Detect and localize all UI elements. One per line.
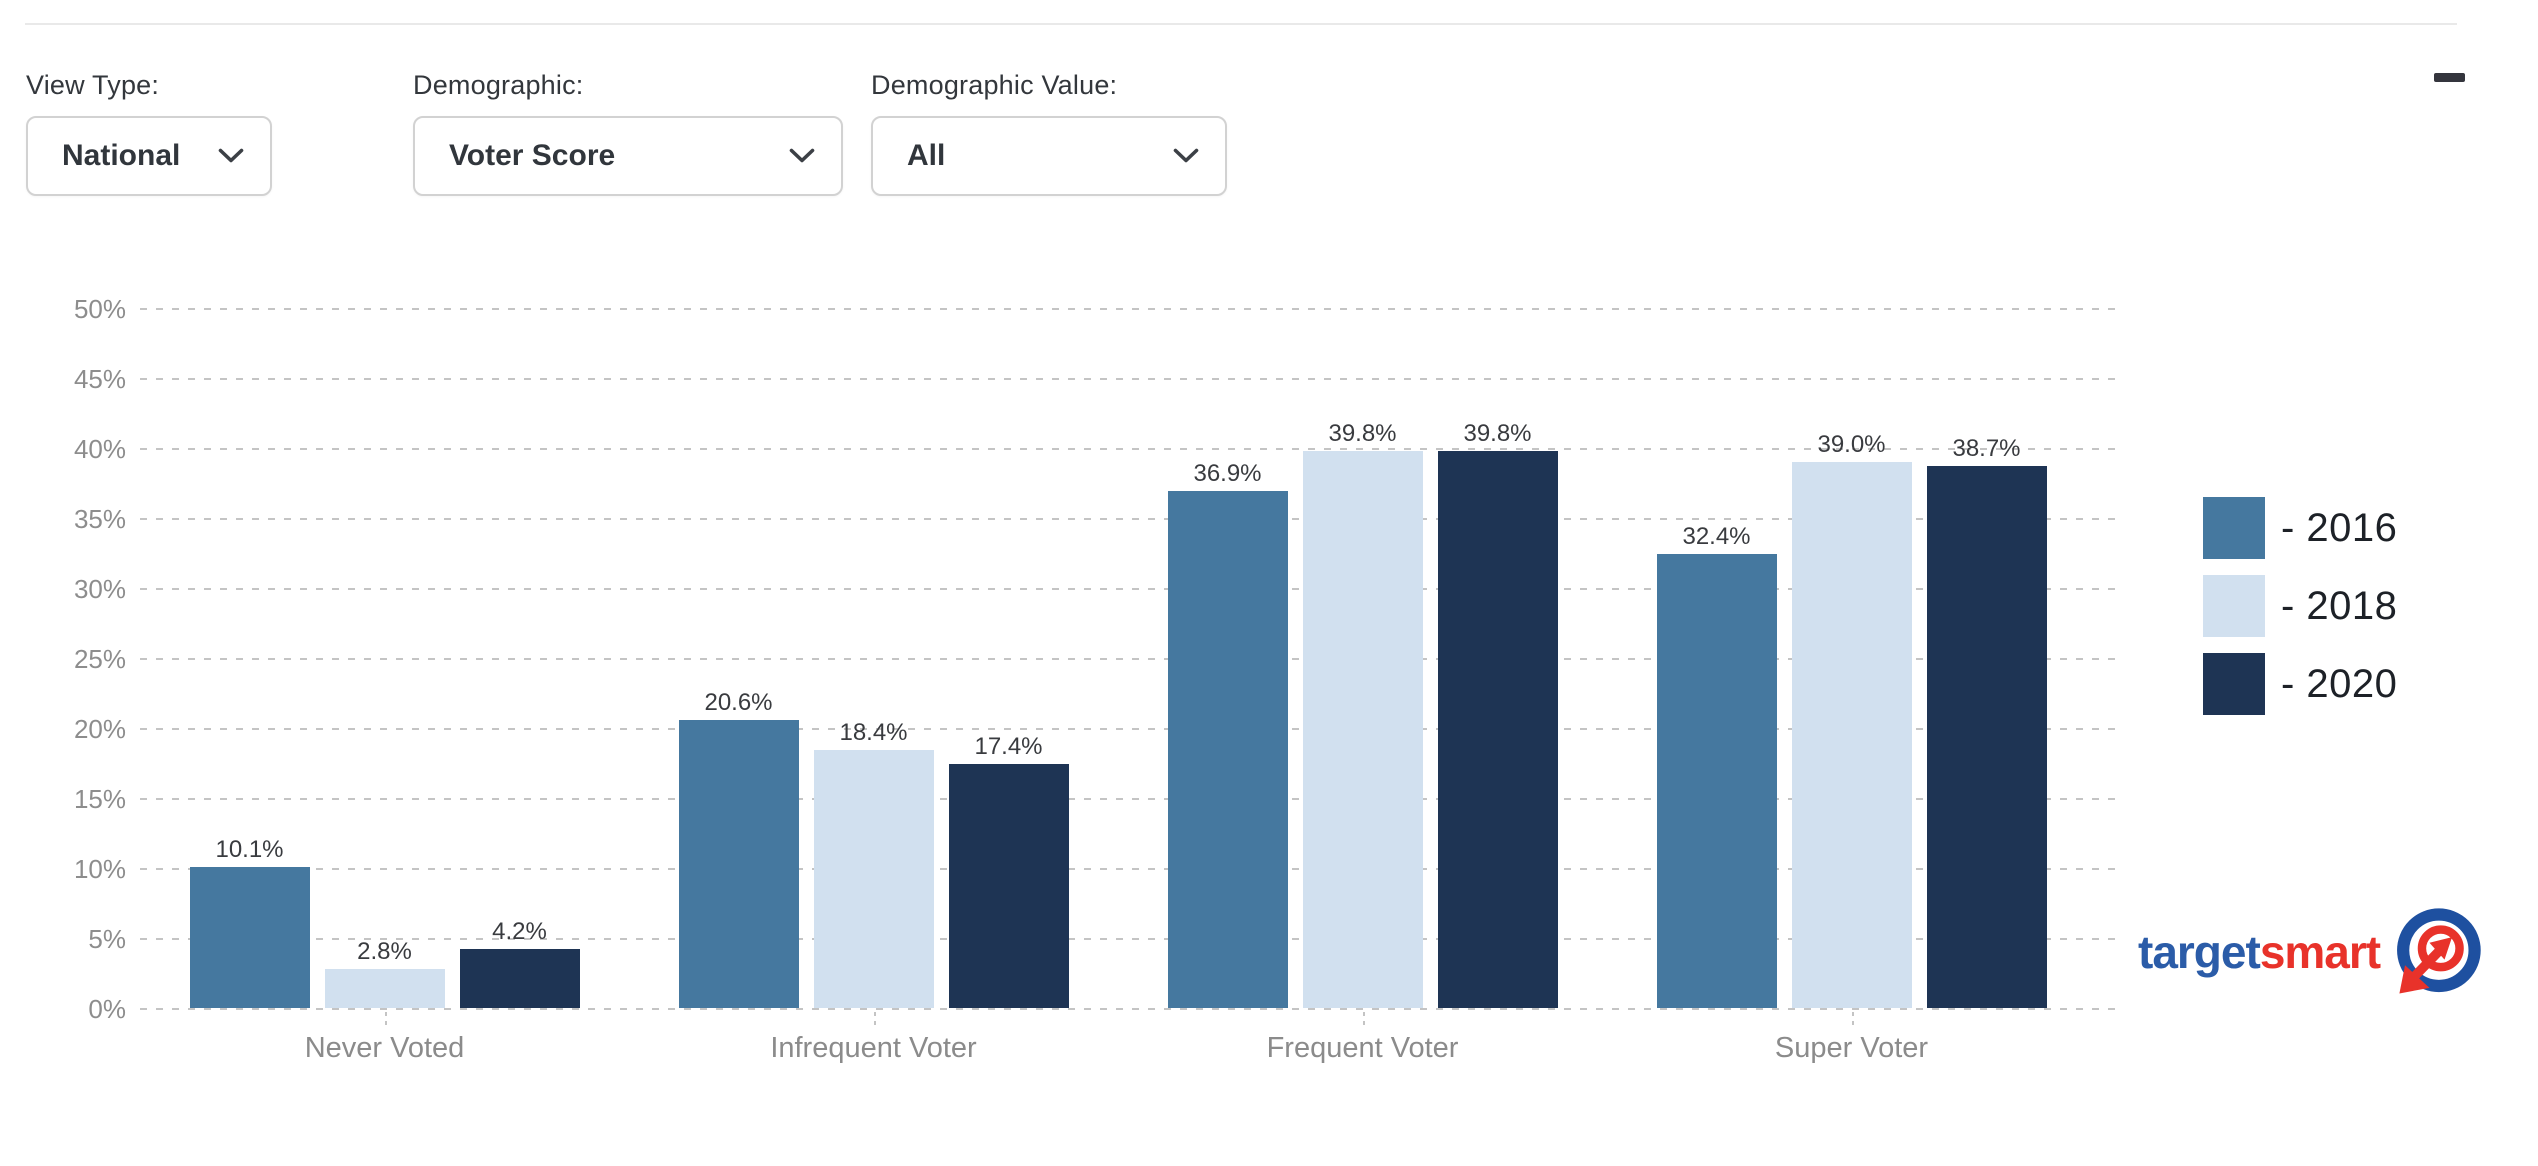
view-type-control: View Type: National bbox=[26, 70, 272, 196]
x-axis-tick bbox=[1851, 1012, 1854, 1028]
legend-label: - 2016 bbox=[2281, 505, 2398, 550]
bar-2018-2[interactable] bbox=[1302, 451, 1423, 1008]
y-gridline bbox=[140, 728, 2120, 730]
y-axis-tick-label: 0% bbox=[88, 994, 126, 1024]
bullseye-icon bbox=[2397, 908, 2481, 994]
chevron-down-icon bbox=[1173, 148, 1199, 163]
category-label: Infrequent Voter bbox=[770, 1032, 977, 1064]
y-axis-tick-label: 30% bbox=[73, 574, 126, 604]
bar-value-label: 17.4% bbox=[974, 733, 1043, 760]
chart-legend: - 2016 - 2018 - 2020 bbox=[2203, 497, 2397, 731]
demographic-value-control: Demographic Value: All bbox=[871, 70, 1227, 196]
bar-value-label: 10.1% bbox=[215, 836, 284, 863]
view-type-selected-value: National bbox=[62, 139, 181, 172]
demographic-value-label: Demographic Value: bbox=[871, 70, 1118, 100]
bar-2016-3[interactable] bbox=[1656, 554, 1777, 1008]
category-label: Never Voted bbox=[304, 1032, 465, 1064]
y-axis-tick-label: 35% bbox=[73, 504, 126, 534]
bar-2016-0[interactable] bbox=[189, 867, 310, 1008]
bar-value-label: 20.6% bbox=[704, 689, 773, 716]
bar-2020-1[interactable] bbox=[948, 764, 1069, 1008]
chevron-down-icon bbox=[218, 148, 244, 163]
bar-2020-3[interactable] bbox=[1926, 466, 2047, 1008]
y-gridline bbox=[140, 448, 2120, 450]
legend-swatch bbox=[2203, 575, 2265, 637]
y-axis-tick-label: 25% bbox=[73, 644, 126, 674]
top-divider bbox=[25, 23, 2457, 25]
bar-2018-1[interactable] bbox=[813, 750, 934, 1008]
demographic-value-select[interactable]: All bbox=[871, 116, 1227, 196]
y-gridline bbox=[140, 518, 2120, 520]
y-axis-tick-label: 50% bbox=[73, 294, 126, 324]
y-axis-tick-label: 45% bbox=[73, 364, 126, 394]
y-axis-tick-label: 20% bbox=[73, 714, 126, 744]
x-axis-tick bbox=[1362, 1012, 1365, 1028]
y-gridline bbox=[140, 378, 2120, 380]
y-axis-tick-label: 15% bbox=[73, 784, 126, 814]
demographic-select[interactable]: Voter Score bbox=[413, 116, 843, 196]
view-type-label: View Type: bbox=[26, 70, 160, 100]
demographic-value-selected-value: All bbox=[907, 139, 946, 172]
logo-text-target: target bbox=[2138, 926, 2261, 978]
legend-swatch bbox=[2203, 653, 2265, 715]
bar-2018-0[interactable] bbox=[324, 969, 445, 1008]
legend-label: - 2018 bbox=[2281, 583, 2398, 628]
legend-label: - 2020 bbox=[2281, 661, 2398, 706]
legend-item-2016[interactable]: - 2016 bbox=[2203, 497, 2397, 559]
y-gridline bbox=[140, 868, 2120, 870]
logo-text-smart: smart bbox=[2259, 926, 2381, 978]
y-gridline bbox=[140, 308, 2120, 310]
logo-wordmark: targetsmart bbox=[2138, 926, 2381, 978]
minus-icon bbox=[2434, 72, 2465, 82]
y-axis-tick-label: 5% bbox=[88, 924, 126, 954]
y-gridline bbox=[140, 798, 2120, 800]
chevron-down-icon bbox=[789, 148, 815, 163]
y-gridline bbox=[140, 658, 2120, 660]
demographic-label: Demographic: bbox=[413, 70, 584, 100]
bar-value-label: 39.8% bbox=[1328, 420, 1397, 447]
bar-2016-1[interactable] bbox=[678, 720, 799, 1008]
x-axis-tick bbox=[873, 1012, 876, 1028]
bar-2018-3[interactable] bbox=[1791, 462, 1912, 1008]
legend-item-2020[interactable]: - 2020 bbox=[2203, 653, 2397, 715]
category-label: Super Voter bbox=[1774, 1032, 1929, 1064]
bar-value-label: 39.0% bbox=[1817, 431, 1886, 458]
targetsmart-logo: targetsmart bbox=[2138, 903, 2484, 1001]
collapse-chart-button[interactable] bbox=[2419, 64, 2465, 90]
category-label: Frequent Voter bbox=[1266, 1032, 1459, 1064]
y-axis-tick-label: 40% bbox=[73, 434, 126, 464]
bar-value-label: 38.7% bbox=[1952, 435, 2021, 462]
view-type-select[interactable]: National bbox=[26, 116, 272, 196]
bar-value-label: 18.4% bbox=[839, 719, 908, 746]
bar-value-label: 39.8% bbox=[1463, 420, 1532, 447]
y-gridline bbox=[140, 938, 2120, 940]
bar-2020-2[interactable] bbox=[1437, 451, 1558, 1008]
bar-value-label: 32.4% bbox=[1682, 523, 1751, 550]
y-axis-tick-label: 10% bbox=[73, 854, 126, 884]
bar-value-label: 4.2% bbox=[492, 918, 547, 945]
bar-value-label: 2.8% bbox=[357, 938, 412, 965]
demographic-selected-value: Voter Score bbox=[449, 139, 616, 172]
x-axis-tick bbox=[384, 1012, 387, 1028]
bar-2016-2[interactable] bbox=[1167, 491, 1288, 1008]
y-gridline bbox=[140, 588, 2120, 590]
bar-2020-0[interactable] bbox=[459, 949, 580, 1008]
y-gridline bbox=[140, 1008, 2120, 1010]
bar-value-label: 36.9% bbox=[1193, 460, 1262, 487]
demographic-control: Demographic: Voter Score bbox=[413, 70, 843, 196]
legend-swatch bbox=[2203, 497, 2265, 559]
legend-item-2018[interactable]: - 2018 bbox=[2203, 575, 2397, 637]
